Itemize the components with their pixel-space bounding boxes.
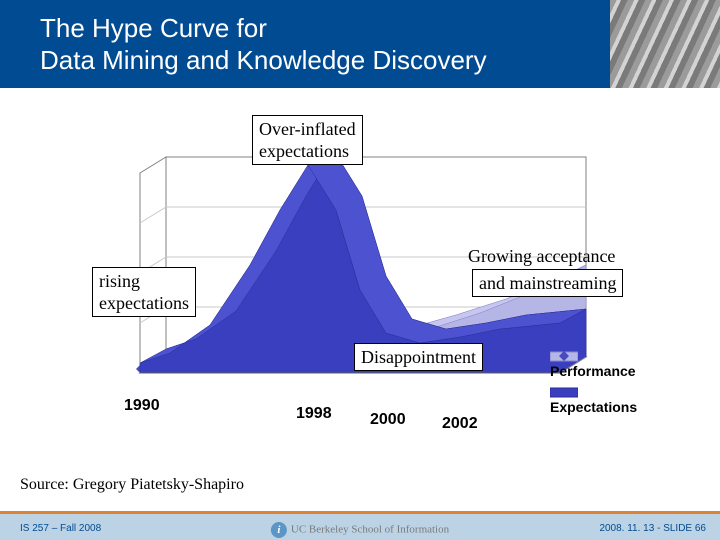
phase-label-mainstreaming: and mainstreaming bbox=[472, 269, 623, 297]
source-citation: Source: Gregory Piatetsky-Shapiro bbox=[20, 476, 244, 494]
title-line-2: Data Mining and Knowledge Discovery bbox=[40, 45, 487, 75]
x-tick-1998: 1998 bbox=[296, 405, 332, 423]
x-tick-2000: 2000 bbox=[370, 411, 406, 429]
phase-text: Growing acceptance bbox=[468, 246, 615, 266]
x-tick-1990: 1990 bbox=[124, 397, 160, 415]
phase-text: and mainstreaming bbox=[479, 273, 616, 293]
phase-label-disappointment: Disappointment bbox=[354, 343, 483, 371]
phase-text: Over-inflated bbox=[259, 119, 356, 139]
phase-text: expectations bbox=[99, 293, 189, 313]
legend-label: Performance bbox=[550, 363, 636, 379]
slide-title: The Hype Curve for Data Mining and Knowl… bbox=[40, 12, 487, 76]
slide: The Hype Curve for Data Mining and Knowl… bbox=[0, 0, 720, 540]
x-tick-2002: 2002 bbox=[442, 415, 478, 433]
legend-item-expectations: Expectations bbox=[550, 383, 640, 415]
footer-right-text: 2008. 11. 13 - SLIDE 66 bbox=[599, 523, 706, 534]
header-decorative-image bbox=[610, 0, 720, 88]
hype-curve-chart: Over-inflated expectations rising expect… bbox=[80, 115, 640, 445]
phase-label-rising: rising expectations bbox=[92, 267, 196, 317]
phase-label-growing: Growing acceptance bbox=[468, 245, 615, 267]
phase-text: Disappointment bbox=[361, 347, 476, 367]
info-i-icon: i bbox=[271, 522, 287, 538]
legend-swatch-expectations bbox=[550, 385, 578, 399]
phase-text: expectations bbox=[259, 141, 349, 161]
footer-left-text: IS 257 – Fall 2008 bbox=[20, 523, 101, 534]
footer-center-text: UC Berkeley School of Information bbox=[291, 524, 449, 536]
phase-label-over-inflated: Over-inflated expectations bbox=[252, 115, 363, 165]
legend-swatch-performance bbox=[550, 349, 578, 363]
phase-text: rising bbox=[99, 271, 140, 291]
legend-item-performance: Performance bbox=[550, 347, 640, 379]
footer-logo: i UC Berkeley School of Information bbox=[271, 522, 449, 538]
legend-label: Expectations bbox=[550, 399, 637, 415]
title-line-1: The Hype Curve for bbox=[40, 13, 267, 43]
